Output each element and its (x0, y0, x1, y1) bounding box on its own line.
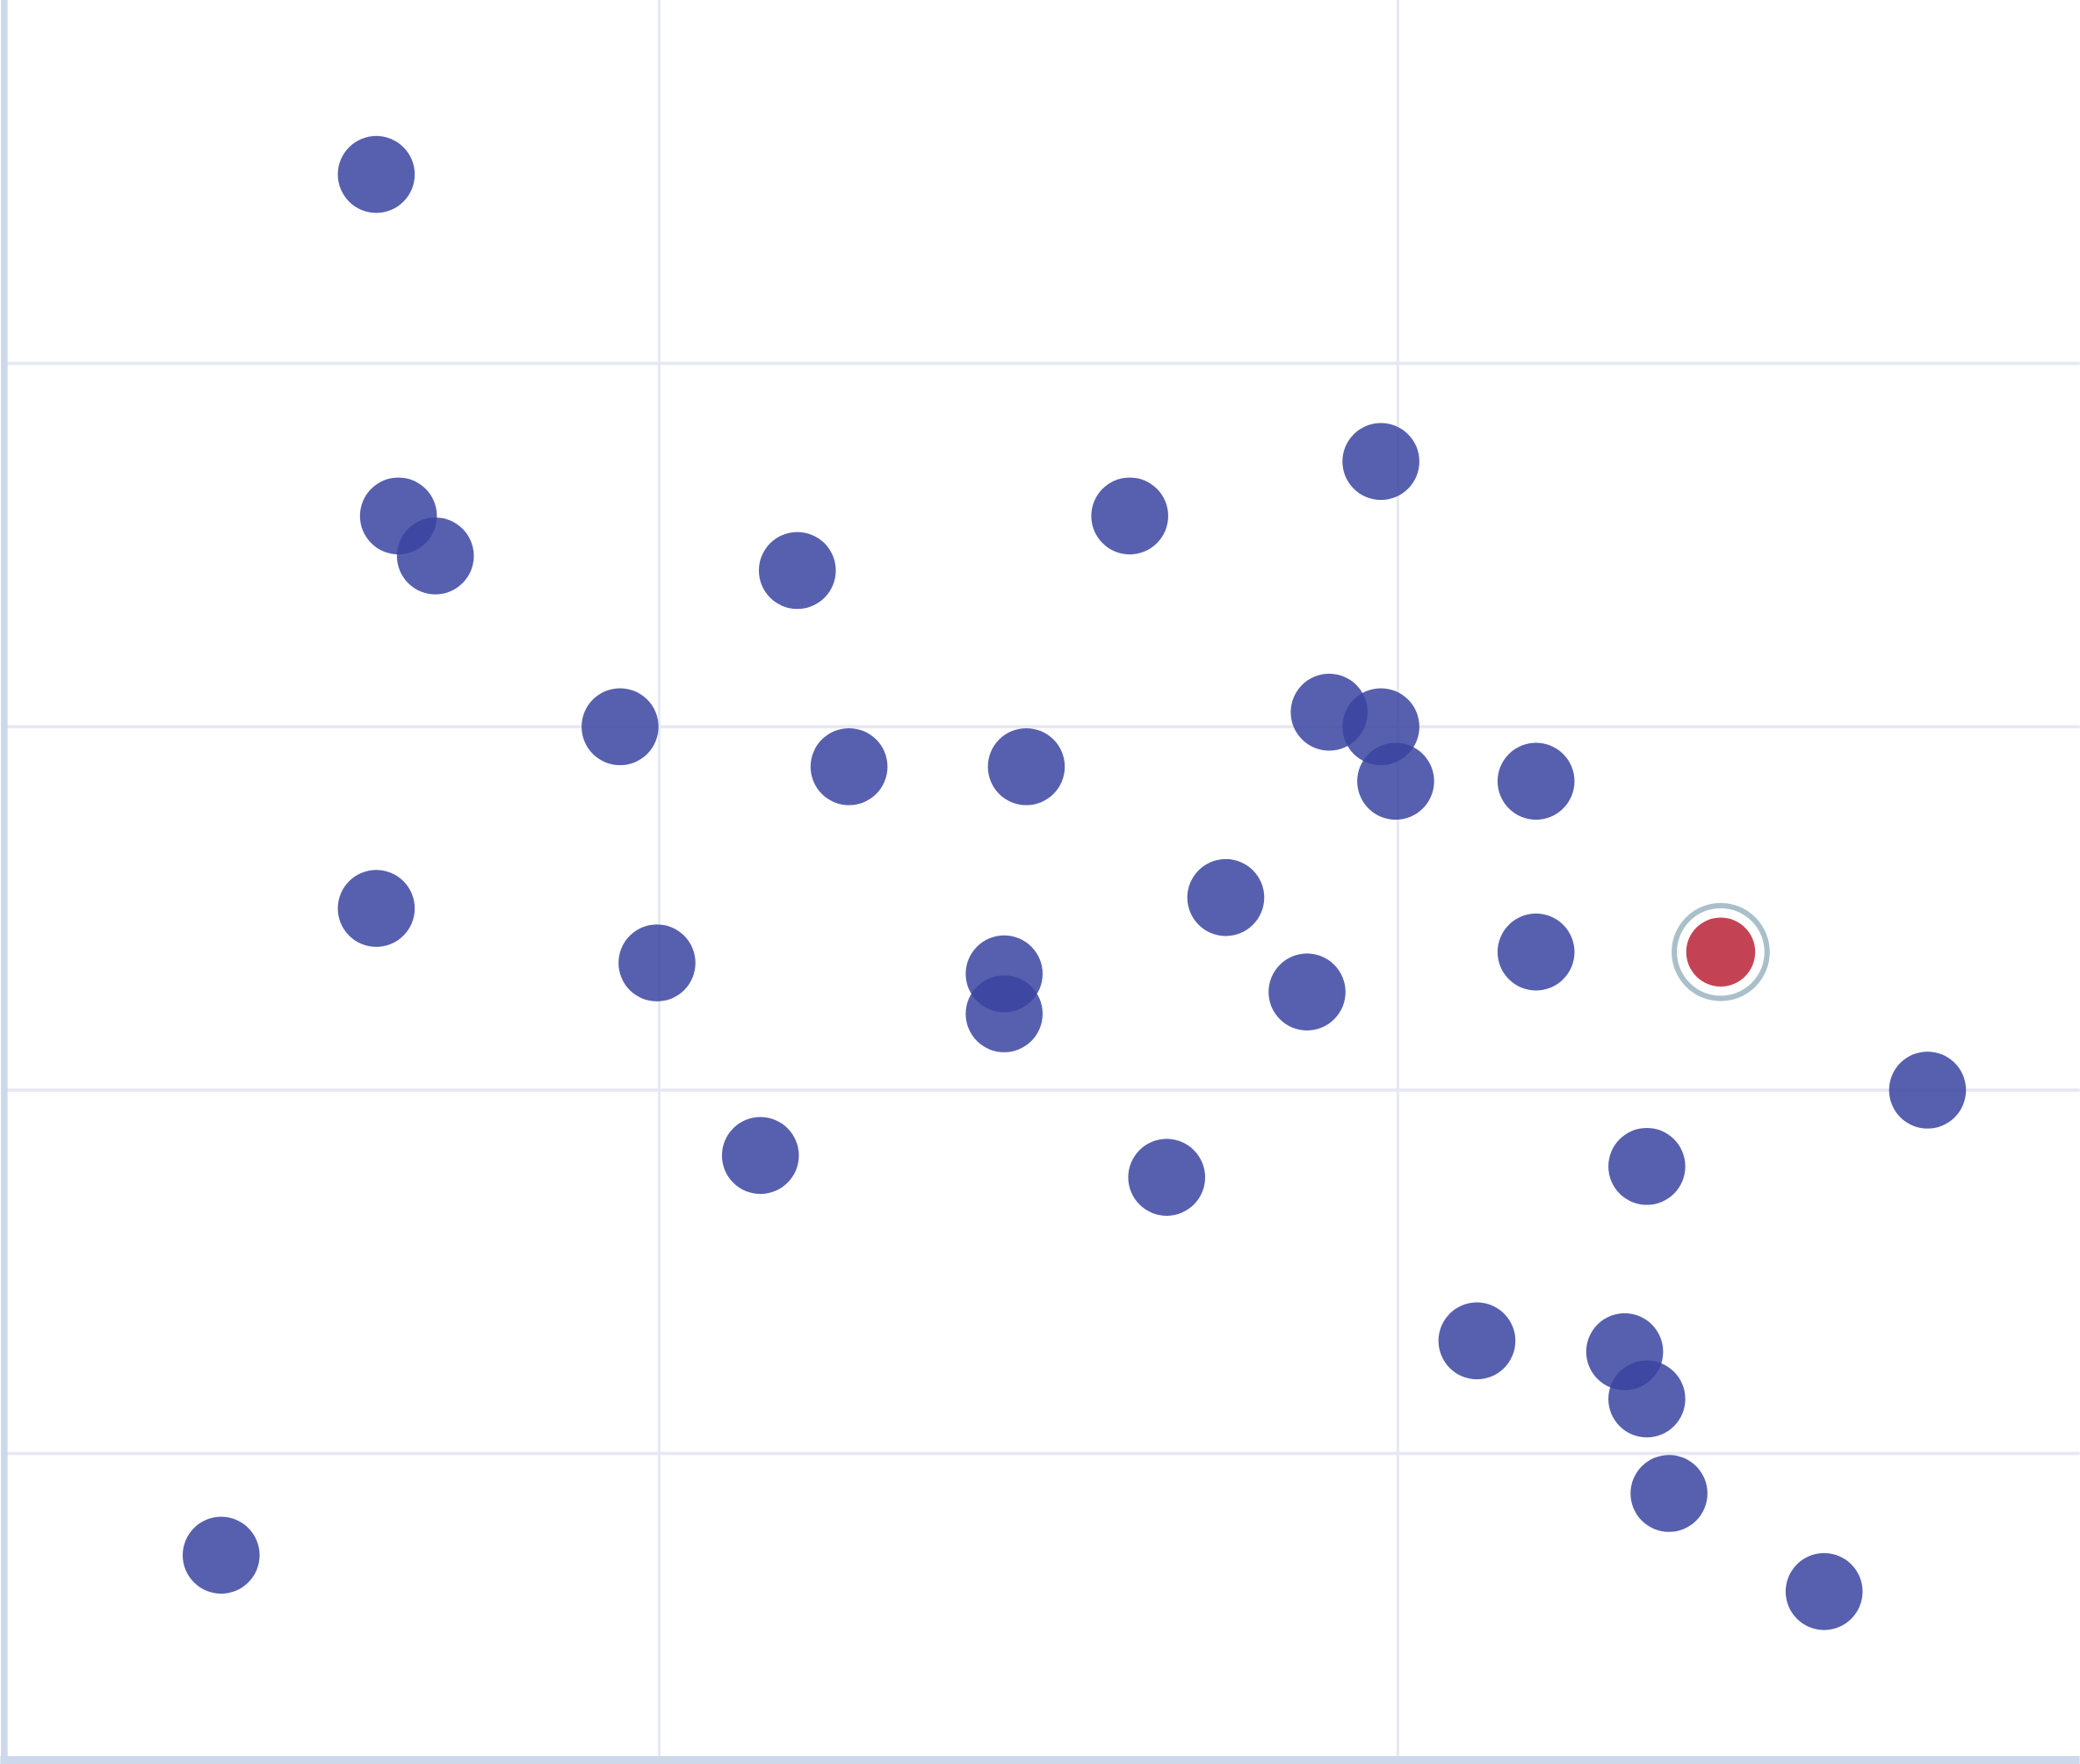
grid (6, 0, 2080, 1759)
data-point (1128, 1139, 1206, 1216)
data-point (1091, 477, 1168, 555)
data-points (182, 135, 1967, 1630)
data-point (1785, 1552, 1863, 1630)
data-point (337, 870, 415, 947)
data-point (1497, 913, 1575, 991)
data-point (1608, 1360, 1686, 1438)
data-point (1608, 1127, 1686, 1205)
data-point (581, 688, 659, 766)
data-point (1357, 742, 1434, 821)
data-point (1889, 1052, 1967, 1129)
data-point (965, 975, 1043, 1052)
highlighted-data-point (1686, 917, 1756, 987)
data-point (1342, 423, 1419, 501)
data-point (1497, 742, 1575, 821)
data-point (721, 1117, 799, 1195)
data-point (1438, 1302, 1516, 1380)
data-point (618, 924, 696, 1001)
data-point (1187, 858, 1265, 936)
data-point (1268, 953, 1346, 1030)
data-point (810, 727, 888, 806)
data-point (182, 1516, 260, 1594)
data-point (396, 517, 474, 595)
data-point (1630, 1455, 1708, 1532)
data-point (987, 727, 1065, 806)
data-point (337, 135, 415, 213)
data-point (758, 531, 836, 610)
